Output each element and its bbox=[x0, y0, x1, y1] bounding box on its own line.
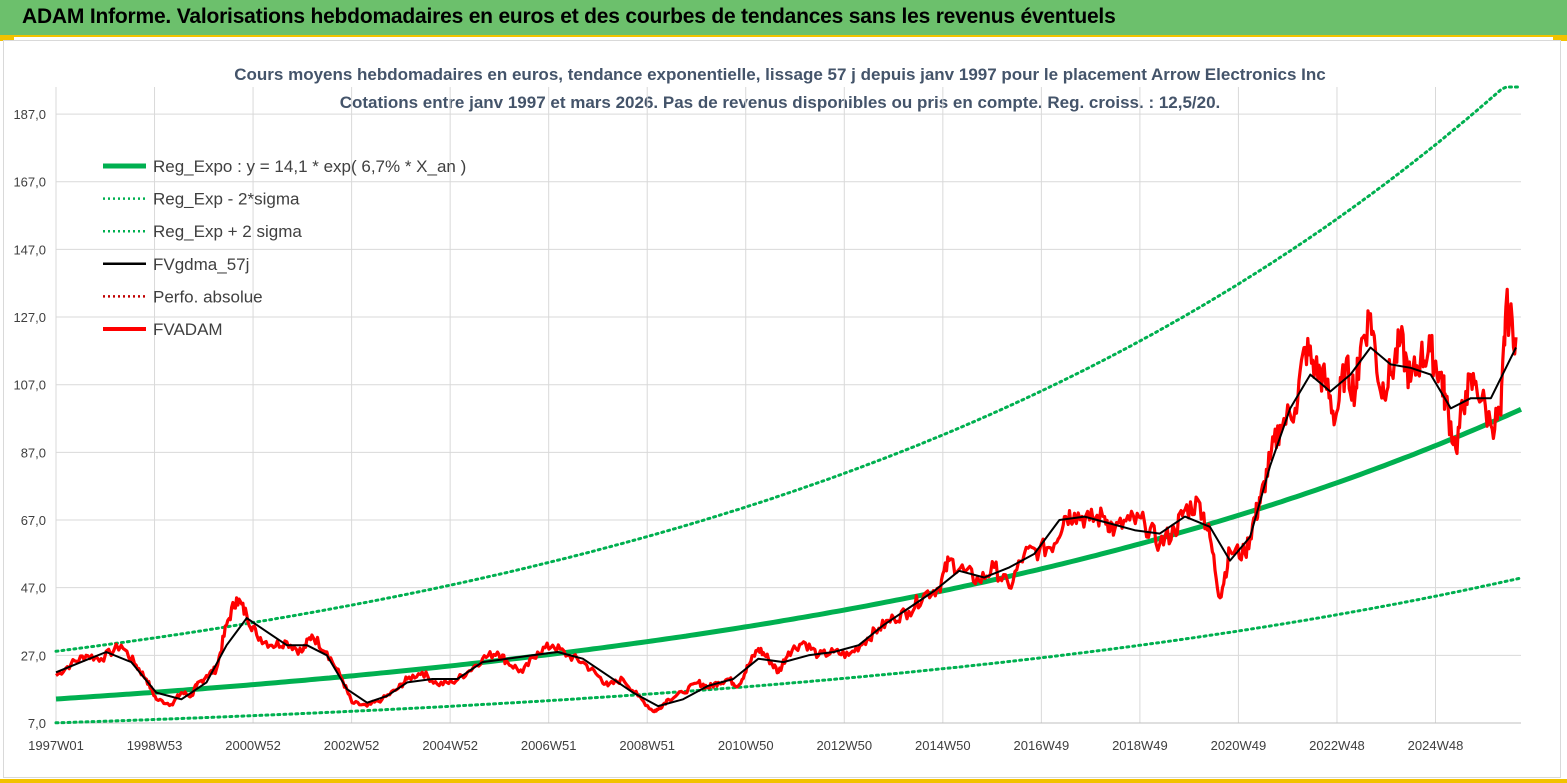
legend-label: FVgdma_57j bbox=[153, 255, 249, 274]
report-title: ADAM Informe. Valorisations hebdomadaire… bbox=[22, 5, 1116, 28]
y-axis-ticks: 7,0 27,0 47,0 67,0 87,0 107,0 127,0 147,0 167,0 1… bbox=[13, 107, 46, 731]
series-reg-plus-2sigma bbox=[54, 85, 1523, 653]
plot-area bbox=[54, 85, 1523, 725]
report-header: ADAM Informe. Valorisations hebdomadaire… bbox=[0, 0, 1567, 37]
y-tick-label: 27,0 bbox=[21, 648, 46, 663]
series-reg-expo bbox=[55, 407, 1523, 702]
x-tick-label: 2022W48 bbox=[1309, 738, 1365, 753]
legend-label: Perfo. absolue bbox=[153, 287, 263, 306]
chart-subtitle-line-1: Cours moyens hebdomadaires en euros, ten… bbox=[234, 65, 1326, 84]
x-tick-label: 2006W51 bbox=[521, 738, 577, 753]
legend-label: Reg_Exp + 2 sigma bbox=[153, 222, 302, 241]
y-tick-label: 67,0 bbox=[21, 513, 46, 528]
x-axis-ticks: 1997W01 1998W53 2000W52 2002W52 2004W52 2006W… bbox=[28, 738, 1463, 753]
legend-label: Reg_Expo : y = 14,1 * exp( 6,7% * X_an ) bbox=[153, 157, 466, 176]
y-tick-label: 47,0 bbox=[21, 581, 46, 596]
x-tick-label: 2014W50 bbox=[915, 738, 971, 753]
x-tick-label: 2010W50 bbox=[718, 738, 774, 753]
legend-label: FVADAM bbox=[153, 320, 223, 339]
x-tick-label: 2020W49 bbox=[1211, 738, 1267, 753]
x-tick-label: 1998W53 bbox=[127, 738, 183, 753]
y-tick-label: 187,0 bbox=[13, 107, 46, 122]
series-reg-minus-2sigma bbox=[54, 576, 1523, 725]
bottom-accent-bar bbox=[0, 779, 1567, 783]
right-accent-marker bbox=[1553, 37, 1567, 41]
x-tick-label: 2008W51 bbox=[619, 738, 675, 753]
x-tick-label: 2012W50 bbox=[816, 738, 872, 753]
y-tick-label: 7,0 bbox=[28, 716, 46, 731]
x-tick-label: 1997W01 bbox=[28, 738, 84, 753]
y-tick-label: 147,0 bbox=[13, 242, 46, 257]
x-tick-label: 2002W52 bbox=[324, 738, 380, 753]
series-fvadam bbox=[55, 287, 1518, 714]
y-tick-label: 87,0 bbox=[21, 445, 46, 460]
x-tick-label: 2016W49 bbox=[1014, 738, 1070, 753]
y-tick-label: 107,0 bbox=[13, 378, 46, 393]
series-fvgdma-57j bbox=[55, 346, 1517, 708]
x-tick-label: 2000W52 bbox=[225, 738, 281, 753]
legend-label: Reg_Exp - 2*sigma bbox=[153, 190, 300, 209]
y-tick-label: 127,0 bbox=[13, 310, 46, 325]
chart-grid bbox=[55, 87, 1521, 724]
chart-frame bbox=[3, 40, 1561, 778]
chart-legend: Reg_Expo : y = 14,1 * exp( 6,7% * X_an )… bbox=[103, 157, 466, 339]
left-accent-marker bbox=[0, 37, 14, 41]
y-tick-label: 167,0 bbox=[13, 175, 46, 190]
x-tick-label: 2024W48 bbox=[1408, 738, 1464, 753]
x-tick-label: 2004W52 bbox=[422, 738, 478, 753]
chart-subtitle-line-2: Cotations entre janv 1997 et mars 2026. … bbox=[340, 93, 1221, 112]
x-tick-label: 2018W49 bbox=[1112, 738, 1168, 753]
